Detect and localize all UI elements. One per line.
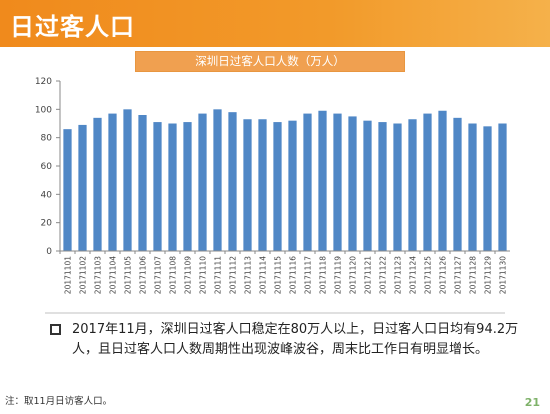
x-tick-label: 20171121 [364, 256, 373, 294]
x-tick-label: 20171119 [334, 256, 343, 294]
x-tick-label: 20171102 [79, 256, 88, 294]
y-tick-label: 80 [41, 134, 53, 144]
bar [153, 122, 162, 251]
page-title: 日过客人口 [10, 13, 135, 41]
bar [198, 113, 207, 251]
bar [333, 113, 342, 251]
x-tick-label: 20171126 [439, 256, 448, 294]
footnote: 注：取11月日访客人口。 [5, 396, 113, 407]
bar [108, 113, 117, 251]
y-tick-label: 40 [41, 190, 53, 200]
x-tick-label: 20171113 [244, 256, 253, 294]
bar [273, 122, 282, 251]
x-tick-label: 20171110 [199, 256, 208, 294]
bar [423, 113, 432, 251]
y-tick-label: 120 [35, 77, 52, 87]
chart-title: 深圳日过客人口人数（万人） [135, 51, 405, 72]
bar [378, 122, 387, 251]
x-tick-label: 20171104 [109, 256, 118, 294]
x-axis: 20171101 20171102 20171103 20171104 20171105… [59, 250, 510, 294]
header-bar: 日过客人口 [0, 0, 550, 47]
x-tick-label: 20171123 [394, 256, 403, 294]
x-tick-label: 20171108 [169, 256, 178, 294]
page-number: 21 [524, 396, 540, 409]
x-tick-label: 20171128 [469, 256, 478, 294]
x-tick-label: 20171124 [409, 256, 418, 294]
bar [498, 123, 507, 251]
bar [213, 109, 222, 251]
bar [393, 123, 402, 251]
y-tick-label: 20 [41, 219, 53, 229]
x-tick-label: 20171115 [274, 256, 283, 294]
bar [288, 120, 297, 251]
x-tick-label: 20171103 [94, 256, 103, 294]
y-axis: 0 20 40 60 80 100 120 [35, 77, 61, 257]
x-tick-label: 20171127 [454, 256, 463, 294]
x-tick-label: 20171106 [139, 256, 148, 294]
bar [123, 109, 132, 251]
x-tick-label: 20171125 [424, 256, 433, 294]
bar [183, 122, 192, 251]
bar [318, 110, 327, 251]
x-tick-label: 20171118 [319, 256, 328, 294]
bar [303, 113, 312, 251]
bullet-text: 2017年11月，深圳日过客人口稳定在80万人以上，日过客人口日均有94.2万人… [72, 322, 519, 357]
bar [93, 117, 102, 251]
bar [468, 123, 477, 251]
bar [438, 110, 447, 251]
x-tick-label: 20171120 [349, 256, 358, 294]
x-tick-label: 20171111 [214, 256, 223, 294]
y-tick-label: 100 [35, 105, 52, 115]
x-tick-label: 20171130 [499, 256, 508, 294]
divider [45, 312, 505, 314]
bar [348, 116, 357, 251]
bars [63, 109, 507, 251]
bar-chart: 0 20 40 60 80 100 120 20171101 20171102 20171103… [35, 77, 510, 294]
x-tick-label: 20171114 [259, 256, 268, 294]
bar [168, 123, 177, 251]
x-tick-label: 20171109 [184, 256, 193, 294]
x-tick-label: 20171129 [484, 256, 493, 294]
bar [258, 119, 267, 251]
bar [408, 119, 417, 251]
x-tick-label: 20171117 [304, 256, 313, 294]
bar [63, 129, 72, 251]
bar [363, 120, 372, 251]
x-tick-label: 20171122 [379, 256, 388, 294]
bar [483, 126, 492, 251]
bar [228, 112, 237, 251]
bar [243, 119, 252, 251]
bar [453, 117, 462, 251]
x-tick-label: 20171101 [64, 256, 73, 294]
x-tick-label: 20171105 [124, 256, 133, 294]
x-tick-label: 20171116 [289, 256, 298, 294]
y-tick-label: 0 [46, 247, 52, 257]
bar [78, 124, 87, 251]
bar [138, 115, 147, 251]
y-tick-label: 60 [41, 162, 53, 172]
x-tick-label: 20171107 [154, 256, 163, 294]
square-bullet-icon [50, 324, 61, 335]
x-tick-label: 20171112 [229, 256, 238, 294]
